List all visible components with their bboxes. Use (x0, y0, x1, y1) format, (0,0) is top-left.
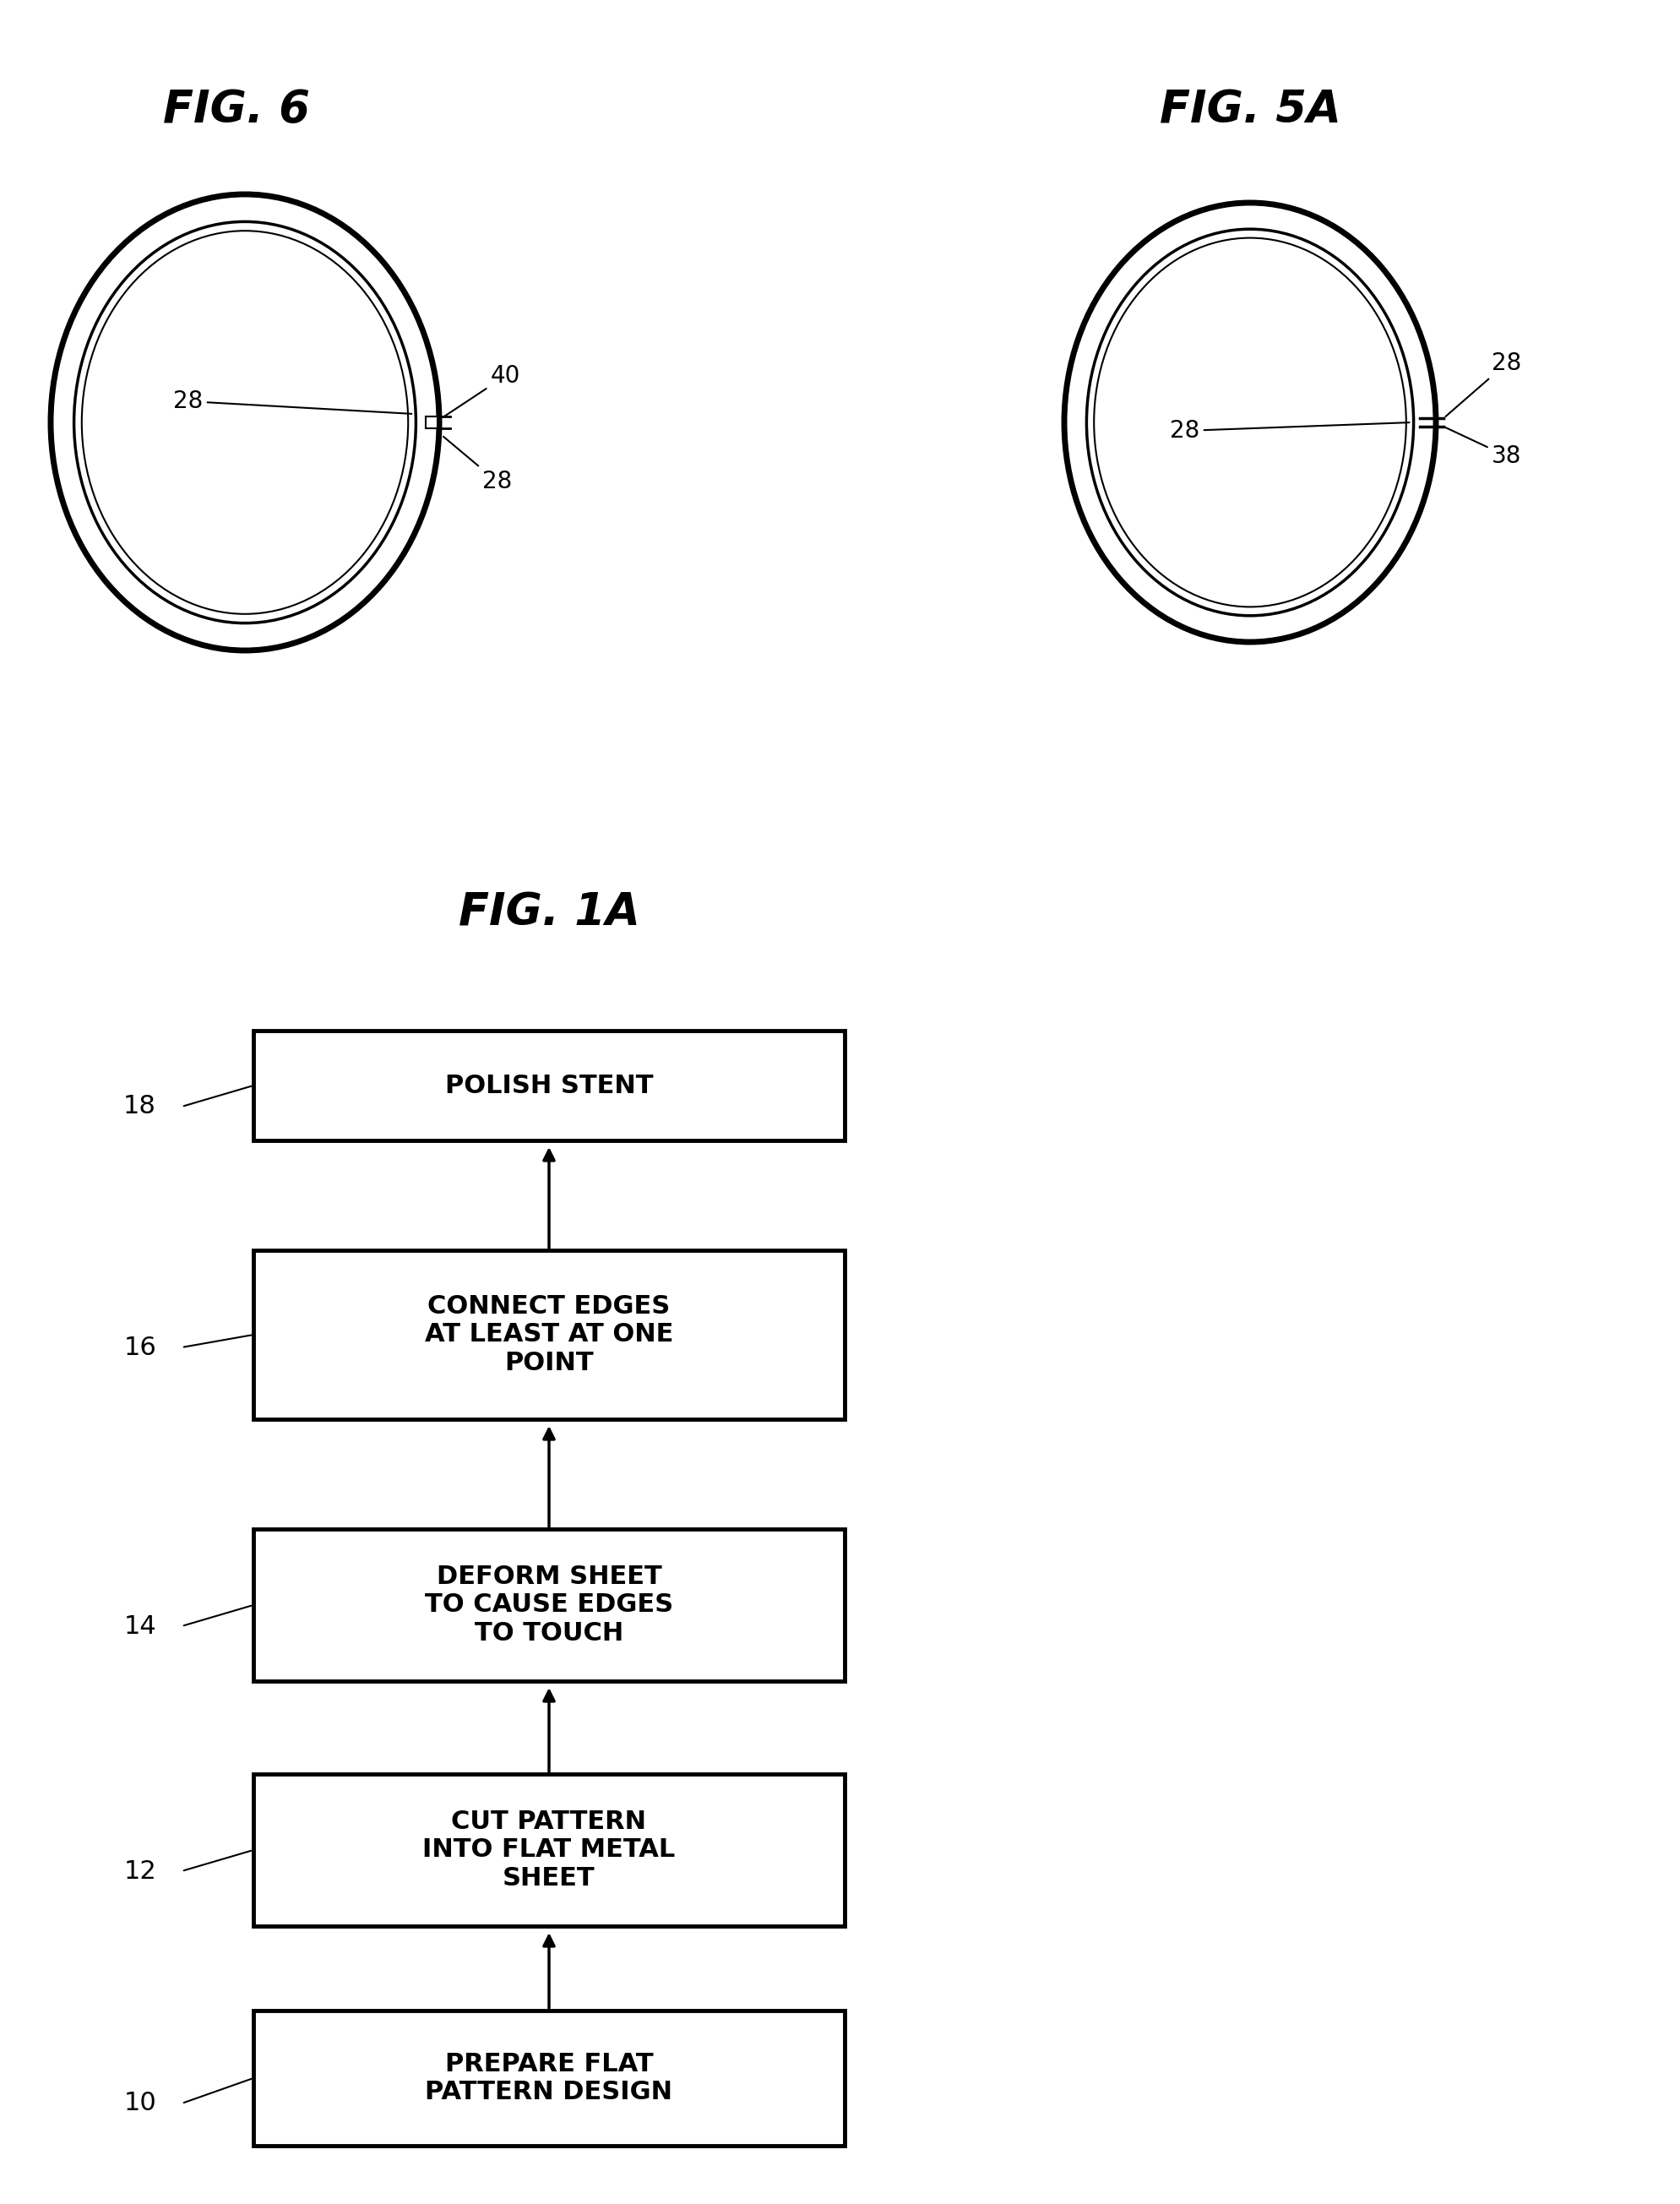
Text: 40: 40 (444, 364, 521, 417)
Bar (254, 2010, 845, 2147)
Text: FIG. 1A: FIG. 1A (459, 890, 640, 934)
Ellipse shape (1063, 203, 1436, 641)
Text: 10: 10 (124, 2092, 156, 2116)
Text: FIG. 5A: FIG. 5A (1159, 88, 1341, 132)
Ellipse shape (50, 194, 438, 650)
Text: 14: 14 (124, 1613, 156, 1638)
Text: FIG. 6: FIG. 6 (163, 88, 311, 132)
Text: 16: 16 (124, 1336, 156, 1360)
Text: 28: 28 (444, 436, 512, 494)
Text: CUT PATTERN
INTO FLAT METAL
SHEET: CUT PATTERN INTO FLAT METAL SHEET (423, 1809, 675, 1891)
Bar (254, 1530, 845, 1682)
Ellipse shape (74, 223, 417, 624)
Text: 28: 28 (1169, 419, 1410, 443)
Ellipse shape (1094, 238, 1406, 606)
Text: 18: 18 (123, 1095, 156, 1120)
Text: 28: 28 (1445, 350, 1522, 417)
Bar (425, 417, 437, 428)
Text: 38: 38 (1446, 428, 1522, 467)
Ellipse shape (1087, 229, 1413, 615)
Text: CONNECT EDGES
AT LEAST AT ONE
POINT: CONNECT EDGES AT LEAST AT ONE POINT (425, 1294, 674, 1375)
Text: DEFORM SHEET
TO CAUSE EDGES
TO TOUCH: DEFORM SHEET TO CAUSE EDGES TO TOUCH (425, 1565, 674, 1646)
Text: PREPARE FLAT
PATTERN DESIGN: PREPARE FLAT PATTERN DESIGN (425, 2052, 672, 2105)
Text: POLISH STENT: POLISH STENT (445, 1073, 654, 1098)
Text: 12: 12 (124, 1858, 156, 1884)
Bar (254, 1774, 845, 1926)
Bar (254, 1250, 845, 1419)
Ellipse shape (82, 231, 408, 615)
Bar (254, 1031, 845, 1139)
Text: 28: 28 (173, 390, 412, 414)
